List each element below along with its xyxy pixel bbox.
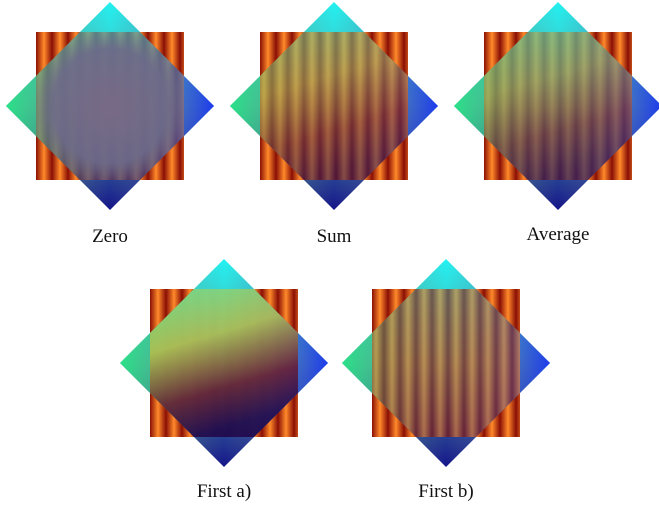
caption: Sum — [317, 226, 352, 247]
caption: First a) — [197, 481, 251, 502]
panel: First a) — [120, 259, 328, 502]
panel: Average — [454, 2, 659, 245]
panel: Zero — [6, 2, 214, 247]
caption: Average — [527, 224, 590, 245]
overlap — [372, 289, 520, 437]
caption: First b) — [418, 481, 473, 502]
panel: Sum — [230, 2, 438, 247]
stripes — [372, 289, 520, 437]
overlap — [150, 289, 298, 437]
blend — [36, 32, 184, 180]
panel: First b) — [342, 259, 550, 502]
stripes — [260, 32, 408, 180]
caption: Zero — [92, 226, 128, 247]
figure: Zero Sum Average First a) First b) — [0, 0, 659, 512]
stripes — [484, 32, 632, 180]
overlap — [484, 32, 632, 180]
overlap — [36, 32, 184, 180]
blend — [150, 289, 298, 437]
overlap — [260, 32, 408, 180]
